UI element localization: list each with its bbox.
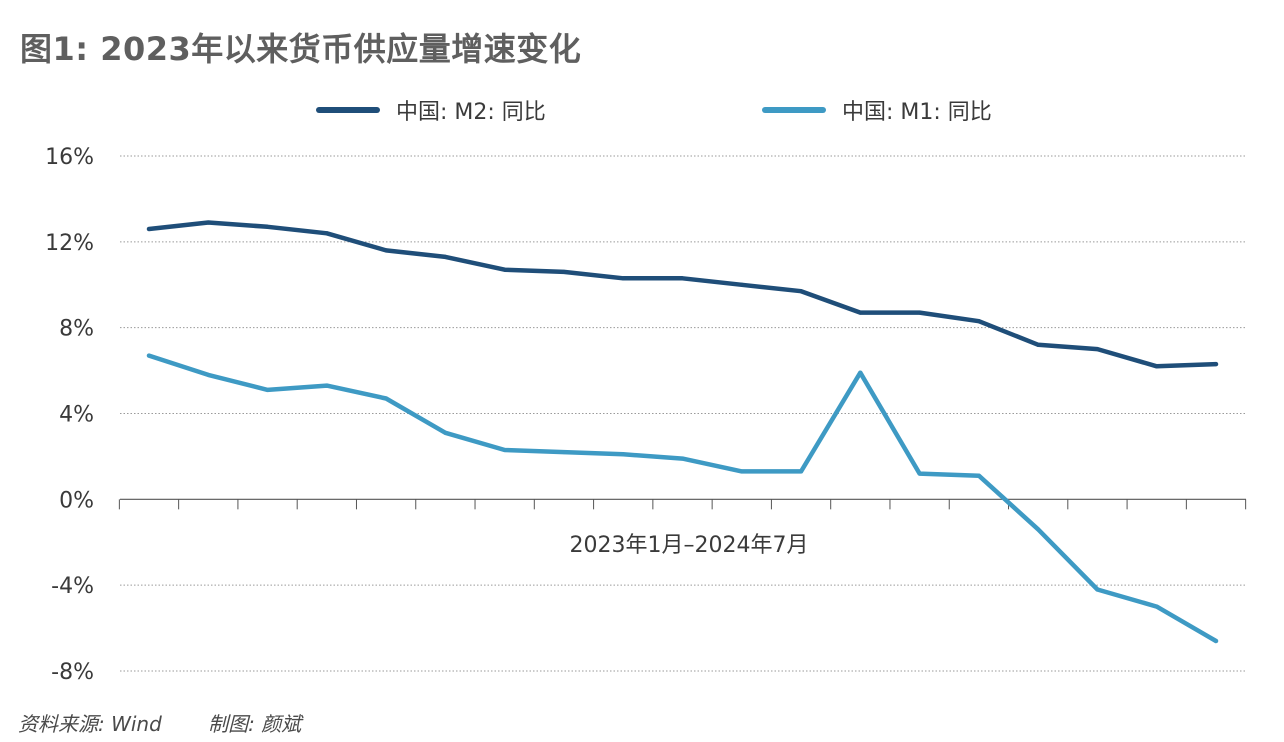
- source-note: 资料来源: Wind 制图: 颜斌: [18, 708, 341, 737]
- data-point-m2: [1154, 364, 1159, 369]
- series-line-m2: [146, 220, 1219, 369]
- data-point-m2: [680, 276, 685, 281]
- data-point-m2: [147, 226, 151, 231]
- data-point-m2: [561, 269, 566, 274]
- data-point-m1: [858, 370, 863, 375]
- legend-label-m2: 中国: M2: 同比: [396, 100, 546, 125]
- x-axis-label: 2023年1月–2024年7月: [570, 533, 809, 558]
- y-tick-label: 8%: [59, 317, 94, 342]
- data-point-m1: [799, 469, 804, 474]
- data-point-m1: [1095, 587, 1100, 592]
- data-point-m1: [384, 396, 389, 401]
- legend-item-m2: 中国: M2: 同比: [316, 94, 546, 126]
- data-point-m1: [147, 353, 151, 358]
- data-point-m1: [1154, 604, 1159, 609]
- data-point-m1: [324, 383, 329, 388]
- data-point-m2: [621, 276, 626, 281]
- data-point-m2: [206, 220, 211, 225]
- y-tick-label: -8%: [51, 660, 94, 685]
- chart-author: 制图: 颜斌: [208, 712, 302, 736]
- data-point-m2: [858, 310, 863, 315]
- data-point-m2: [1214, 362, 1218, 367]
- series-line-m1: [146, 353, 1219, 644]
- data-point-m2: [502, 267, 507, 272]
- legend-label-m1: 中国: M1: 同比: [842, 100, 992, 125]
- data-point-m2: [799, 289, 804, 294]
- data-point-m1: [443, 430, 448, 435]
- data-point-m1: [1214, 638, 1218, 643]
- data-point-m2: [1095, 347, 1100, 352]
- y-tick-label: 0%: [59, 488, 94, 513]
- chart-title: 图1: 2023年以来货币供应量增速变化: [20, 30, 582, 68]
- data-point-m1: [502, 447, 507, 452]
- data-point-m2: [976, 319, 981, 324]
- data-point-m1: [206, 372, 211, 377]
- data-point-m1: [265, 387, 270, 392]
- data-point-m2: [1036, 342, 1041, 347]
- y-tick-label: 12%: [45, 231, 94, 256]
- data-point-m2: [384, 248, 389, 253]
- data-point-m1: [976, 473, 981, 478]
- data-point-m1: [561, 450, 566, 455]
- data-point-m2: [265, 224, 270, 229]
- data-point-m1: [917, 471, 922, 476]
- legend-item-m1: 中国: M1: 同比: [762, 94, 992, 126]
- y-tick-label: 16%: [45, 145, 94, 170]
- data-source: 资料来源: Wind: [18, 712, 162, 736]
- data-point-m2: [324, 231, 329, 236]
- y-tick-label: -4%: [51, 574, 94, 599]
- legend-swatch-m1: [762, 107, 826, 113]
- data-point-m2: [443, 254, 448, 259]
- data-point-m1: [621, 452, 626, 457]
- y-tick-label: 4%: [59, 403, 94, 428]
- data-point-m1: [1036, 527, 1041, 532]
- data-point-m2: [917, 310, 922, 315]
- data-point-m1: [739, 469, 744, 474]
- legend-swatch-m2: [316, 107, 380, 113]
- data-point-m1: [680, 456, 685, 461]
- chart-legend: 中国: M2: 同比 中国: M1: 同比: [0, 94, 1284, 130]
- data-point-m2: [739, 282, 744, 287]
